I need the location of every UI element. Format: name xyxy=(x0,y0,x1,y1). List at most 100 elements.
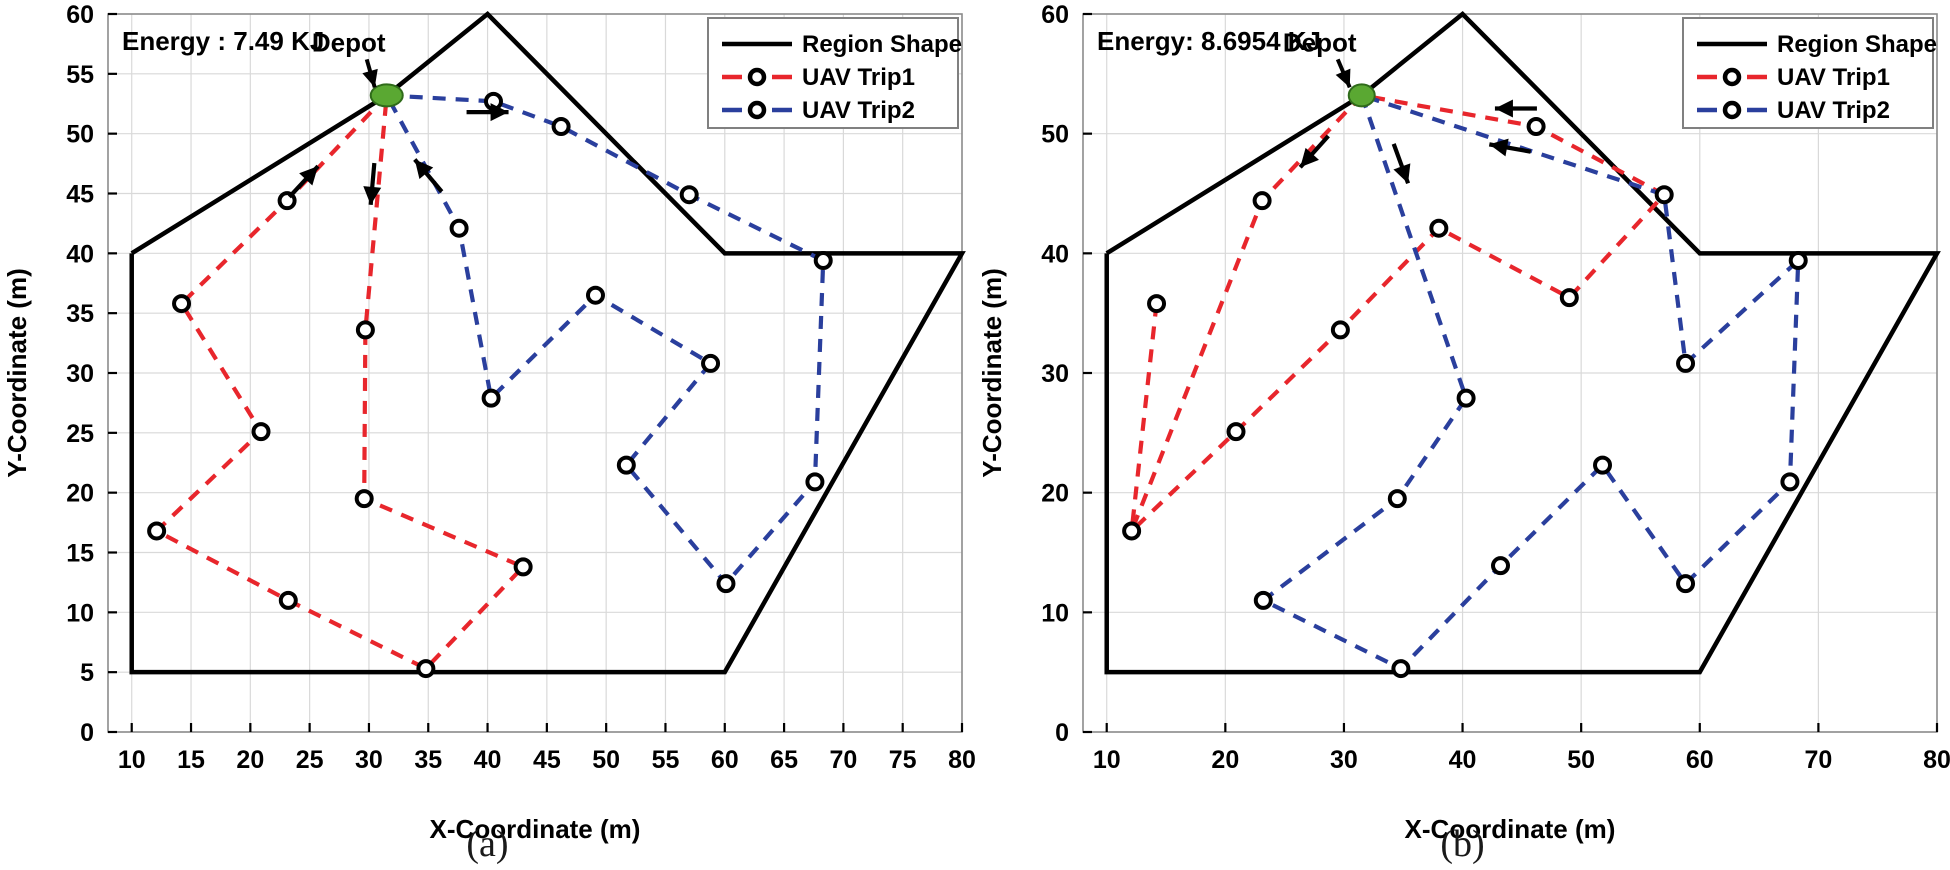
x-tick-label: 40 xyxy=(1449,746,1477,774)
legend-item-label: Region Shape xyxy=(1777,31,1937,58)
legend-item[interactable]: UAV Trip1 xyxy=(722,64,915,91)
axis-ticks: 10 20 30 40 50 60 70 80 0 10 20 30 40 50 60 xyxy=(1041,1,1950,774)
y-tick-label: 45 xyxy=(66,181,94,209)
legend: Region Shape UAV Trip1 UAV Trip2 xyxy=(1682,17,1937,129)
chart-panel-a: 10 15 20 25 30 35 40 45 50 55 60 65 70 75 80 0 5 10 15 20 25… xyxy=(2,1,975,865)
node-marker xyxy=(1391,659,1411,679)
chart-panel-b: 10 20 30 40 50 60 70 80 0 10 20 30 40 50 60 X-Coordinat… xyxy=(975,0,1950,870)
node-marker xyxy=(701,353,721,373)
x-tick-label: 45 xyxy=(533,746,561,774)
node-marker xyxy=(354,489,374,509)
node-marker xyxy=(1147,294,1167,314)
subfigure-caption-a: (a) xyxy=(466,823,509,865)
x-axis-title: X-Coordinate (m) xyxy=(430,814,641,844)
x-tick-label: 70 xyxy=(829,746,857,774)
node-marker xyxy=(1491,556,1511,576)
node-marker xyxy=(1387,489,1407,509)
legend-item-label: UAV Trip1 xyxy=(1777,64,1890,91)
y-tick-label: 55 xyxy=(66,61,94,89)
depot-marker xyxy=(369,83,404,108)
x-tick-label: 80 xyxy=(1923,746,1950,774)
y-tick-label: 20 xyxy=(1041,480,1069,508)
y-tick-label: 50 xyxy=(1041,121,1069,149)
y-tick-label: 35 xyxy=(66,300,94,328)
axis-ticks: 10 15 20 25 30 35 40 45 50 55 60 65 70 75 80 0 5 10 15 20 25… xyxy=(66,1,975,774)
x-tick-label: 80 xyxy=(948,746,975,774)
plot-panel-b: 10 20 30 40 50 60 70 80 0 10 20 30 40 50 60 X-Coordinat… xyxy=(975,0,1950,870)
legend-item[interactable]: UAV Trip1 xyxy=(1697,64,1890,91)
node-marker xyxy=(1654,185,1674,205)
node-marker xyxy=(1252,191,1272,211)
region-shape xyxy=(129,10,966,675)
depot-marker xyxy=(1347,83,1376,108)
y-tick-label: 10 xyxy=(66,599,94,627)
plot-panel-a: 10 15 20 25 30 35 40 45 50 55 60 65 70 75 80 0 5 10 15 20 25… xyxy=(2,1,975,844)
nodes-uav-trip2 xyxy=(449,91,833,594)
node-marker xyxy=(513,557,533,577)
x-tick-label: 55 xyxy=(652,746,680,774)
y-tick-label: 30 xyxy=(66,360,94,388)
node-marker xyxy=(172,294,192,314)
y-tick-label: 0 xyxy=(1055,719,1069,747)
node-marker xyxy=(679,185,699,205)
subfigure-caption-b: (b) xyxy=(1440,823,1485,865)
node-marker xyxy=(1676,574,1696,594)
node-marker xyxy=(1122,521,1142,541)
legend-item-label: UAV Trip1 xyxy=(802,64,915,91)
x-tick-label: 60 xyxy=(711,746,739,774)
y-tick-label: 30 xyxy=(1041,360,1069,388)
depot-label: Depot xyxy=(1283,27,1357,57)
legend-item-label: UAV Trip2 xyxy=(802,97,915,124)
legend: Region Shape UAV Trip1 UAV Trip2 xyxy=(707,17,962,129)
node-marker xyxy=(355,320,375,340)
node-marker xyxy=(1429,218,1449,238)
x-tick-label: 35 xyxy=(414,746,442,774)
legend-marker-icon xyxy=(747,67,767,87)
node-marker xyxy=(251,422,271,442)
y-tick-label: 15 xyxy=(66,540,94,568)
legend-item[interactable]: Region Shape xyxy=(722,31,962,58)
node-marker xyxy=(716,574,736,594)
direction-arrows xyxy=(287,103,509,206)
legend-marker-icon xyxy=(747,100,767,120)
node-marker xyxy=(278,590,298,610)
legend-item-label: UAV Trip2 xyxy=(1777,97,1890,124)
node-marker xyxy=(449,218,469,238)
route-uav-trip1 xyxy=(1129,93,1668,533)
depot-leader-arrowhead xyxy=(1335,68,1351,88)
node-marker xyxy=(1253,590,1273,610)
y-tick-label: 25 xyxy=(66,420,94,448)
node-marker xyxy=(1330,320,1350,340)
y-axis-title: Y-Coordinate (m) xyxy=(977,268,1007,477)
x-tick-label: 30 xyxy=(1330,746,1358,774)
node-marker xyxy=(416,659,436,679)
x-tick-label: 15 xyxy=(177,746,205,774)
y-tick-label: 60 xyxy=(66,1,94,29)
legend-item[interactable]: UAV Trip2 xyxy=(1697,97,1890,124)
node-marker xyxy=(1593,455,1613,475)
x-tick-label: 20 xyxy=(1211,746,1239,774)
legend-item[interactable]: UAV Trip2 xyxy=(722,97,915,124)
energy-annotation: Energy : 7.49 KJ xyxy=(122,26,324,56)
node-marker xyxy=(1788,251,1808,271)
x-tick-label: 60 xyxy=(1686,746,1714,774)
nodes-uav-trip2 xyxy=(1253,251,1808,679)
nodes-uav-trip1 xyxy=(1122,116,1674,541)
node-marker xyxy=(1780,472,1800,492)
node-marker xyxy=(1559,288,1579,308)
x-tick-label: 50 xyxy=(1567,746,1595,774)
x-tick-label: 50 xyxy=(592,746,620,774)
y-tick-label: 60 xyxy=(1041,1,1069,29)
legend-item[interactable]: Region Shape xyxy=(1697,31,1937,58)
y-tick-label: 20 xyxy=(66,480,94,508)
node-marker xyxy=(1676,353,1696,373)
x-tick-label: 20 xyxy=(236,746,264,774)
node-marker xyxy=(1456,388,1476,408)
legend-marker-icon xyxy=(1722,67,1742,87)
node-marker xyxy=(813,251,833,271)
route-extra-segment xyxy=(1129,303,1159,532)
node-marker xyxy=(585,285,605,305)
legend-marker-icon xyxy=(1722,100,1742,120)
y-tick-label: 0 xyxy=(80,719,94,747)
